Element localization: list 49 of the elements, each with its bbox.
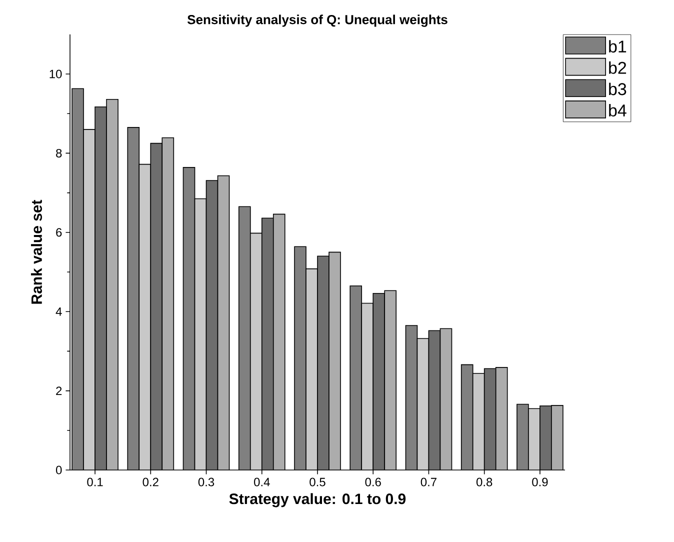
bar bbox=[273, 214, 285, 470]
y-tick-label: 4 bbox=[56, 307, 62, 316]
y-tick-label: 0 bbox=[56, 466, 62, 474]
y-tick-label: 2 bbox=[56, 386, 62, 395]
bar bbox=[194, 198, 206, 470]
legend-label: b1 bbox=[609, 40, 626, 53]
bar bbox=[472, 373, 484, 470]
x-tick-label: 0.4 bbox=[254, 478, 270, 486]
legend-label: b3 bbox=[609, 82, 626, 96]
x-tick-label: 0.6 bbox=[365, 478, 381, 486]
bar bbox=[461, 364, 473, 470]
legend-label: b4 bbox=[609, 104, 626, 117]
bar bbox=[516, 404, 529, 470]
bar bbox=[329, 252, 340, 470]
y-axis-title: Rank value set bbox=[30, 200, 42, 304]
chart-title: Sensitivity analysis of Q: Unequal weights bbox=[187, 14, 448, 27]
y-tick-label: 6 bbox=[56, 228, 62, 237]
bar bbox=[139, 164, 151, 470]
x-tick-label: 0.1 bbox=[87, 478, 103, 486]
bar bbox=[128, 127, 140, 470]
bar bbox=[362, 303, 374, 470]
x-tick-label: 0.3 bbox=[198, 478, 214, 486]
x-tick-label: 0.7 bbox=[420, 478, 436, 486]
x-tick-label: 0.2 bbox=[142, 478, 158, 486]
bar bbox=[306, 268, 318, 470]
y-tick-label: 8 bbox=[56, 148, 62, 158]
bar bbox=[384, 290, 396, 470]
legend-label: b2 bbox=[609, 61, 626, 74]
bar bbox=[496, 367, 508, 470]
bar bbox=[218, 176, 230, 470]
x-tick-label: 0.8 bbox=[476, 478, 492, 486]
bar bbox=[162, 138, 174, 470]
bar bbox=[350, 286, 362, 470]
bar bbox=[84, 129, 96, 470]
bar bbox=[406, 325, 418, 470]
bar bbox=[250, 233, 262, 470]
bar bbox=[440, 328, 452, 470]
bar bbox=[183, 167, 195, 470]
bar bbox=[72, 88, 84, 470]
bar bbox=[238, 206, 250, 470]
bar bbox=[294, 246, 306, 470]
bar bbox=[551, 405, 564, 470]
y-tick-label: 10 bbox=[50, 70, 62, 78]
bar bbox=[106, 99, 118, 470]
x-tick-label: 0.9 bbox=[532, 478, 548, 486]
x-tick-label: 0.5 bbox=[310, 478, 326, 486]
x-axis-title: Strategy value: 0.1 to 0.9 bbox=[229, 493, 406, 508]
bar bbox=[417, 338, 429, 470]
bar bbox=[528, 408, 540, 470]
